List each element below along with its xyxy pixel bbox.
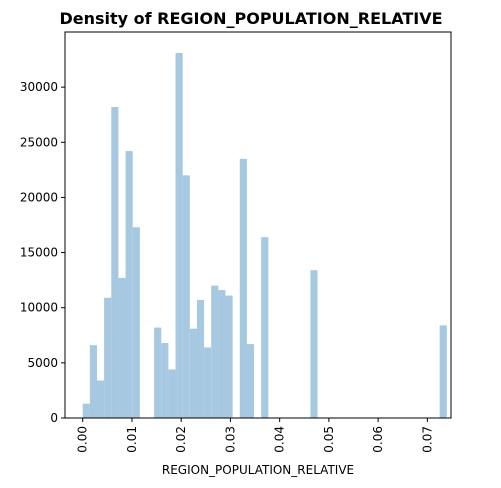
histogram-bar (218, 290, 226, 418)
x-tick-label: 0.00 (76, 426, 90, 453)
histogram-bar (310, 270, 318, 418)
y-tick-label: 15000 (20, 246, 58, 260)
x-tick-label: 0.03 (223, 426, 237, 453)
histogram-bar (97, 380, 105, 418)
histogram-bar (118, 277, 126, 418)
histogram-bar (182, 175, 190, 418)
x-tick-label: 0.05 (322, 426, 336, 453)
histogram-bar (246, 344, 255, 418)
y-tick-label: 20000 (20, 190, 58, 204)
chart-title: Density of REGION_POPULATION_RELATIVE (59, 9, 442, 28)
histogram-bar (261, 237, 269, 418)
y-tick-label: 30000 (20, 80, 58, 94)
x-tick-label: 0.06 (371, 426, 385, 453)
plot-frame (64, 31, 452, 419)
histogram-bar (154, 327, 162, 418)
histogram-bar (168, 369, 176, 418)
bars-group (82, 52, 447, 419)
histogram-bar (125, 151, 133, 419)
y-tick-label: 25000 (20, 135, 58, 149)
histogram-bar (111, 106, 119, 419)
histogram-bar (89, 345, 97, 418)
histogram-bar (189, 328, 197, 418)
x-tick-label: 0.01 (125, 426, 139, 453)
y-tick-label: 5000 (27, 356, 58, 370)
x-axis-ticks: 0.00 0.01 0.02 0.03 0.04 0.05 0.06 0.07 (76, 418, 434, 453)
y-tick-label: 0 (50, 411, 58, 425)
x-tick-label: 0.02 (174, 426, 188, 453)
histogram-bar (225, 295, 233, 418)
histogram-bar (239, 158, 247, 418)
x-tick-label: 0.04 (273, 426, 287, 453)
histogram-bar (82, 403, 90, 418)
x-tick-label: 0.07 (420, 426, 434, 453)
histogram-bar (175, 52, 183, 418)
x-axis-label: REGION_POPULATION_RELATIVE (162, 463, 354, 477)
histogram-bar (211, 285, 219, 418)
y-tick-label: 10000 (20, 301, 58, 315)
histogram-bar (196, 299, 205, 418)
y-axis-ticks: 0 5000 10000 15000 20000 25000 30000 (20, 80, 65, 425)
histogram-bar (439, 325, 447, 418)
histogram-bar (104, 297, 112, 418)
histogram-bar (161, 343, 169, 418)
histogram-bar (132, 227, 140, 418)
histogram-bar (204, 347, 212, 418)
